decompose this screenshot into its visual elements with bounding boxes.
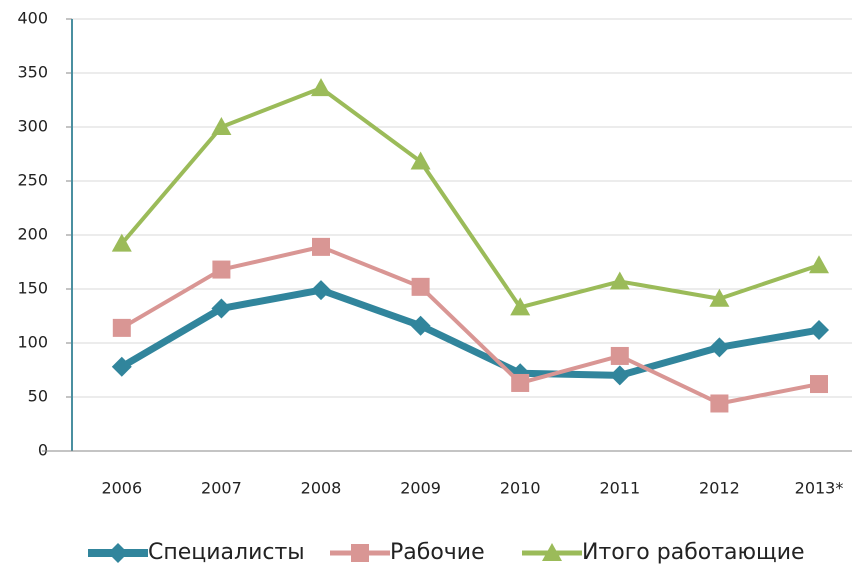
marker [312,237,330,256]
marker [710,394,729,413]
y-tick-label: 200 [17,225,48,244]
x-tick-label: 2011 [599,479,640,498]
marker [410,151,431,170]
x-tick-label: 2007 [201,479,242,498]
marker [511,373,530,392]
x-tick-label: 2010 [500,479,541,498]
marker [111,356,132,377]
marker [809,320,829,341]
marker [211,298,232,319]
marker [609,271,630,290]
x-tick-label: 2006 [101,479,142,498]
y-tick-label: 0 [38,441,48,460]
y-tick-label: 350 [17,63,48,82]
marker [810,375,828,394]
y-tick-label: 250 [17,171,48,190]
marker [351,544,369,562]
series-line [120,244,820,406]
x-tick-label: 2009 [400,479,441,498]
y-tick-label: 50 [28,387,48,406]
marker [809,255,829,274]
marker [610,346,629,365]
x-tick-label: 2012 [699,479,740,498]
marker [410,315,431,336]
series-line [120,86,820,310]
marker [311,280,331,301]
marker [709,337,730,358]
marker [542,543,562,561]
marker [510,297,531,316]
marker [111,233,132,252]
marker [609,365,630,386]
y-tick-label: 100 [17,333,48,352]
y-tick-label: 150 [17,279,48,298]
x-tick-label: 2008 [301,479,342,498]
legend-label: Итого работающие [582,540,805,565]
series-line [120,286,820,379]
marker [112,318,131,337]
y-tick-label: 300 [17,117,48,136]
marker [212,260,231,279]
x-tick-label: 2013* [795,479,844,498]
marker [709,288,730,307]
marker [411,277,430,296]
marker [311,78,331,97]
marker [108,543,128,563]
legend-label: Рабочие [390,540,485,565]
marker [211,117,232,135]
y-tick-label: 400 [17,9,48,28]
legend-label: Специалисты [148,540,305,565]
